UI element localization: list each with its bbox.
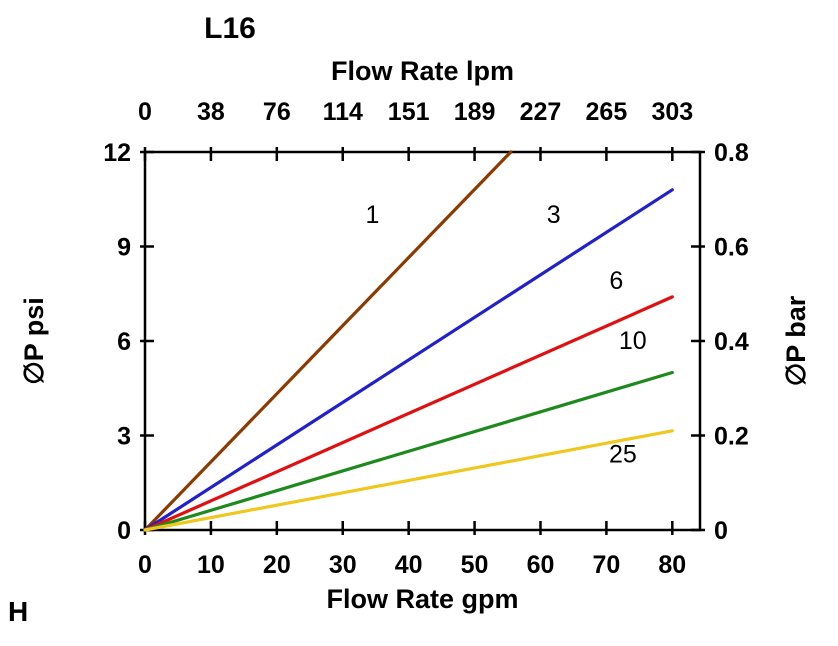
- bottom-tick-label: 30: [329, 551, 357, 579]
- top-tick-label: 114: [323, 98, 363, 126]
- right-tick-label: 0.8: [714, 139, 749, 167]
- top-tick-label: 303: [651, 98, 693, 126]
- series-label-1: 1: [365, 201, 379, 229]
- chart-title: L16: [204, 12, 256, 45]
- bottom-tick-label: 80: [658, 551, 686, 579]
- series-label-6: 6: [609, 267, 623, 295]
- bottom-tick-label: 0: [138, 551, 152, 579]
- bottom-tick-label: 40: [395, 551, 423, 579]
- series-line-1: [143, 150, 513, 532]
- bottom-tick-label: 10: [197, 551, 225, 579]
- bottom-axis-title: Flow Rate gpm: [326, 584, 519, 614]
- top-tick-label: 265: [586, 98, 628, 126]
- left-tick-label: 3: [117, 423, 131, 451]
- bottom-tick-label: 20: [263, 551, 291, 579]
- left-tick-label: 12: [103, 139, 131, 167]
- right-tick-label: 0.4: [714, 328, 749, 356]
- top-tick-label: 227: [520, 98, 562, 126]
- corner-label: H: [8, 596, 29, 627]
- top-axis-title: Flow Rate lpm: [330, 56, 514, 86]
- right-tick-label: 0.6: [714, 234, 749, 262]
- series-line-3: [143, 188, 674, 532]
- series-line-25: [143, 429, 674, 532]
- series-label-25: 25: [609, 440, 637, 468]
- top-tick-label: 189: [454, 98, 496, 126]
- bottom-tick-label: 50: [461, 551, 489, 579]
- series-line-6: [143, 295, 674, 532]
- bottom-tick-label: 70: [592, 551, 620, 579]
- right-tick-label: 0: [714, 517, 728, 545]
- plot-border: [143, 150, 702, 532]
- right-tick-label: 0.2: [714, 423, 749, 451]
- top-tick-label: 38: [197, 98, 225, 126]
- series-line-10: [143, 370, 674, 532]
- series-label-10: 10: [619, 327, 647, 355]
- top-tick-label: 151: [388, 98, 430, 126]
- series-label-3: 3: [547, 201, 561, 229]
- left-tick-label: 9: [117, 234, 131, 262]
- top-tick-label: 0: [138, 98, 152, 126]
- left-tick-label: 6: [117, 328, 131, 356]
- bottom-tick-label: 60: [527, 551, 555, 579]
- left-tick-label: 0: [117, 517, 131, 545]
- top-tick-label: 76: [263, 98, 291, 126]
